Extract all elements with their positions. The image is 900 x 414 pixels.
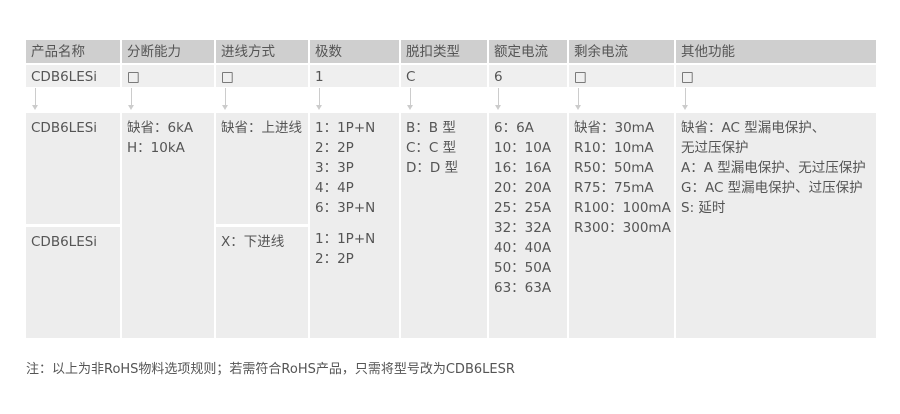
option-item: S: 延时 <box>681 200 726 216</box>
option-cell: CDB6LESi <box>26 227 120 338</box>
option-item: 缺省：AC 型漏电保护、 <box>681 120 826 136</box>
option-item: 2：2P <box>315 140 354 156</box>
option-item: 缺省：30mA <box>574 120 655 136</box>
header-cell: 剩余电流 <box>569 40 674 63</box>
option-item: B：B 型 <box>406 120 456 136</box>
option-cell: 1：1P+N 2：2P 3：3P 4：4P 6：3P+N 1：1P+N 2：2P <box>310 113 399 338</box>
option-item: 缺省：上进线 <box>221 120 302 136</box>
option-item: R100：100mA <box>574 200 671 216</box>
option-item: 无过压保护 <box>681 140 749 156</box>
arrow-down-icon <box>407 88 413 110</box>
header-cell: 进线方式 <box>216 40 308 63</box>
value-cell: □ <box>216 65 308 87</box>
footnote: 注：以上为非RoHS物料选项规则；若需符合RoHS产品，只需将型号改为CDB6L… <box>26 362 515 377</box>
value-cell: CDB6LESi <box>26 65 120 87</box>
option-cell: 6：6A 10：10A 16：16A 20：20A 25：25A 32：32A 40：40A… <box>489 113 567 338</box>
arrow-down-icon <box>222 88 228 110</box>
option-item: C：C 型 <box>406 140 457 156</box>
option-item: 10：10A <box>494 140 552 156</box>
option-cell: X：下进线 <box>216 227 308 338</box>
header-cell: 产品名称 <box>26 40 120 63</box>
option-item: R300：300mA <box>574 220 671 236</box>
option-item: R10：10mA <box>574 140 654 156</box>
option-item: 2：2P <box>315 251 354 267</box>
arrow-down-icon <box>128 88 134 110</box>
option-item: 1：1P+N <box>315 120 376 136</box>
option-item: 63：63A <box>494 280 552 296</box>
header-cell: 脱扣类型 <box>401 40 487 63</box>
arrow-down-icon <box>316 88 322 110</box>
option-item: D：D 型 <box>406 160 459 176</box>
arrow-down-icon <box>495 88 501 110</box>
option-cell: B：B 型 C：C 型 D：D 型 <box>401 113 487 338</box>
option-item: X：下进线 <box>221 234 285 250</box>
arrow-down-icon <box>682 88 688 110</box>
option-cell: 缺省：30mA R10：10mA R50：50mA R75：75mA R100：100m… <box>569 113 674 338</box>
value-cell: 6 <box>489 65 567 87</box>
option-item: 50：50A <box>494 260 552 276</box>
value-cell: 1 <box>310 65 399 87</box>
header-cell: 额定电流 <box>489 40 567 63</box>
arrow-down-icon <box>32 88 38 110</box>
option-cell: 缺省：AC 型漏电保护、 无过压保护 A：A 型漏电保护、无过压保护 G：AC 型漏电… <box>676 113 876 338</box>
arrow-down-icon <box>575 88 581 110</box>
option-item: R75：75mA <box>574 180 654 196</box>
option-item: 4：4P <box>315 180 354 196</box>
option-item: 32：32A <box>494 220 552 236</box>
option-item: 6：3P+N <box>315 200 376 216</box>
option-item: A：A 型漏电保护、无过压保护 <box>681 160 866 176</box>
value-cell: □ <box>676 65 876 87</box>
option-cell: 缺省：6kA H：10kA <box>122 113 214 338</box>
header-cell: 其他功能 <box>676 40 876 63</box>
option-item: 6：6A <box>494 120 534 136</box>
option-item: 40：40A <box>494 240 552 256</box>
value-cell: □ <box>569 65 674 87</box>
option-item: R50：50mA <box>574 160 654 176</box>
header-cell: 极数 <box>310 40 399 63</box>
option-item: 1：1P+N <box>315 231 376 247</box>
option-item: 20：20A <box>494 180 552 196</box>
option-item: 缺省：6kA <box>127 120 194 136</box>
option-cell: 缺省：上进线 <box>216 113 308 224</box>
value-cell: □ <box>122 65 214 87</box>
option-item: 25：25A <box>494 200 552 216</box>
option-item: 3：3P <box>315 160 354 176</box>
header-cell: 分断能力 <box>122 40 214 63</box>
option-item: 16：16A <box>494 160 552 176</box>
option-item: G：AC 型漏电保护、过压保护 <box>681 180 863 196</box>
value-cell: C <box>401 65 487 87</box>
option-item: H：10kA <box>127 140 185 156</box>
option-cell: CDB6LESi <box>26 113 120 224</box>
